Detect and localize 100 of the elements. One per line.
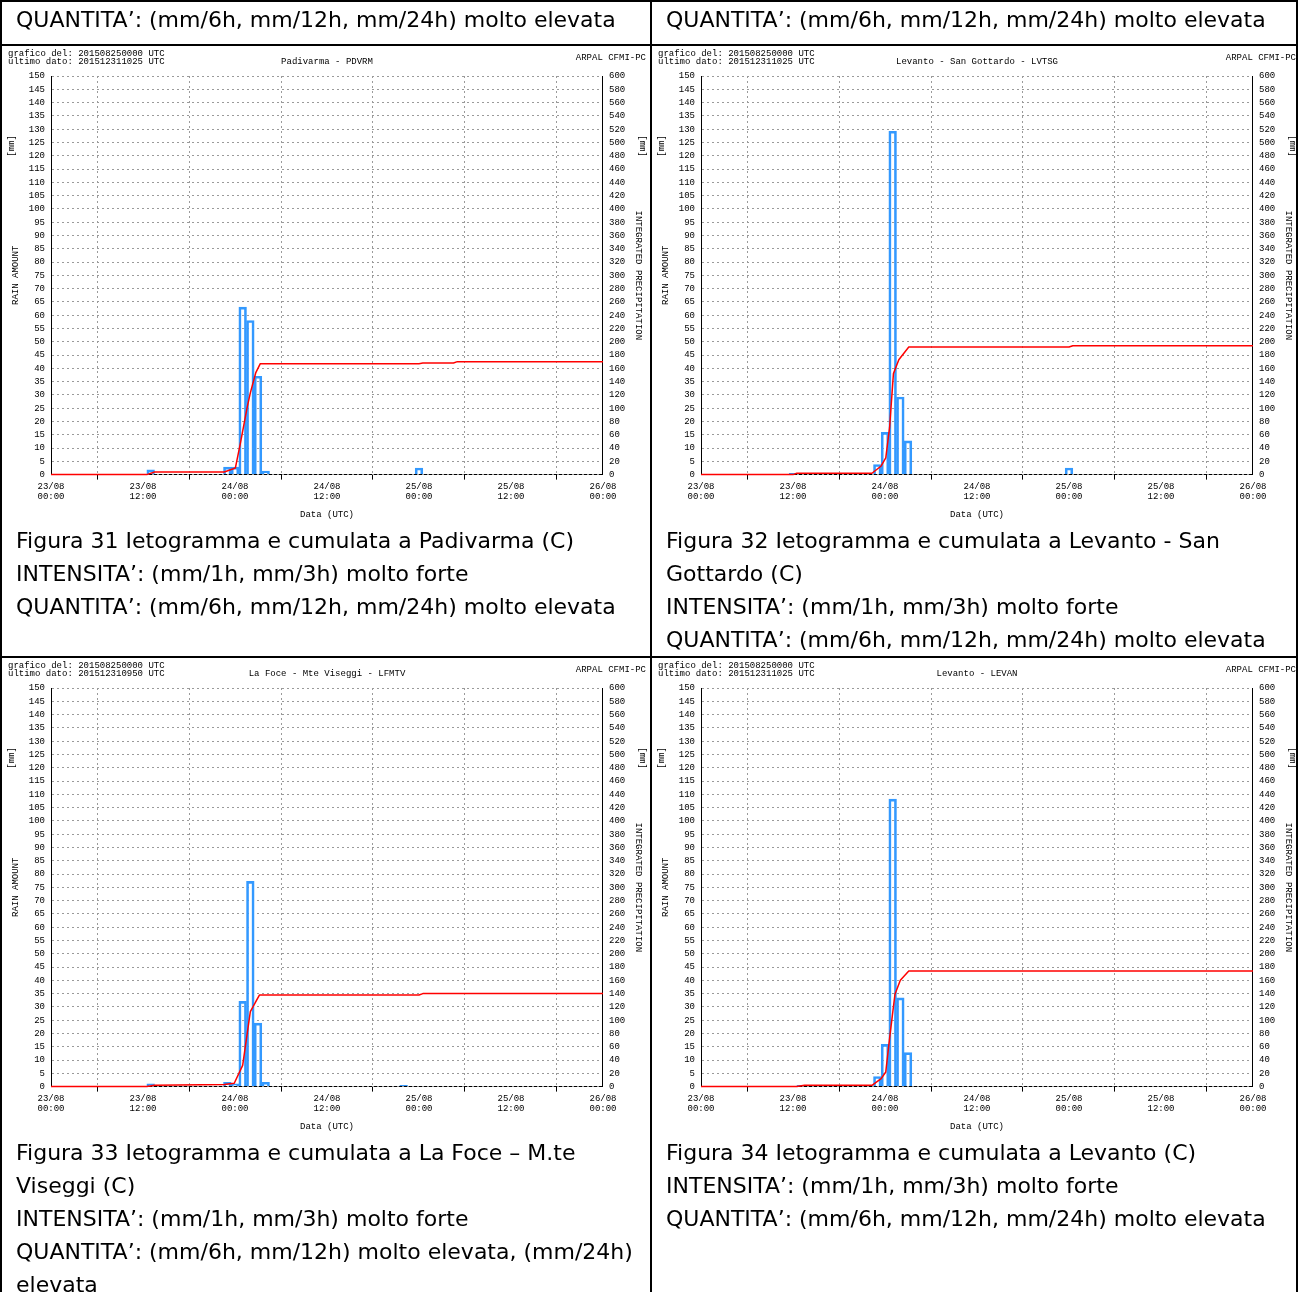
y2-tick-label: 140 <box>609 988 626 999</box>
y2-tick-label: 540 <box>1259 723 1276 734</box>
y2-tick-label: 400 <box>609 816 626 827</box>
y2-tick-label: 120 <box>609 1002 626 1013</box>
x-tick-label: 24/08 12:00 <box>963 482 991 503</box>
x-tick-label: 23/08 12:00 <box>129 482 157 503</box>
y2-tick-label: 540 <box>609 723 626 734</box>
y-tick-label: 60 <box>684 310 695 321</box>
y-tick-label: 60 <box>684 922 695 933</box>
y-tick-label: 150 <box>28 71 45 82</box>
y-tick-label: 105 <box>678 190 695 201</box>
y2-tick-label: 300 <box>1259 882 1276 893</box>
y-tick-label: 35 <box>34 988 45 999</box>
chart-title: Levanto - LEVAN <box>936 669 1018 679</box>
y-tick-label: 20 <box>684 1028 695 1039</box>
x-tick-label: 25/08 12:00 <box>1147 1094 1175 1115</box>
y-tick-label: 140 <box>28 97 45 108</box>
y-tick-label: 25 <box>684 403 695 414</box>
y-tick-label: 10 <box>34 1055 45 1066</box>
y-tick-label: 80 <box>34 257 45 268</box>
x-axis-title: Data (UTC) <box>299 1121 355 1132</box>
y2-tick-label: 420 <box>609 190 626 201</box>
x-tick-label: 25/08 12:00 <box>497 1094 525 1115</box>
y2-tick-label: 120 <box>1259 1002 1276 1013</box>
y-tick-label: 25 <box>34 403 45 414</box>
y2-tick-label: 480 <box>1259 763 1276 774</box>
y2-tick-label: 60 <box>609 1042 620 1053</box>
y2-tick-label: 340 <box>1259 856 1276 867</box>
y2-tick-label: 520 <box>609 736 626 747</box>
y2-tick-label: 540 <box>1259 111 1276 122</box>
y2-tick-label: 560 <box>609 97 626 108</box>
y2-tick-label: 580 <box>609 84 626 95</box>
y-tick-label: 90 <box>684 842 695 853</box>
text: Figura 31 Ietogramma e cumulata a Padivarma (C) <box>16 527 576 555</box>
y2-tick-label: 0 <box>609 469 615 480</box>
y2-tick-label: 0 <box>609 1081 615 1092</box>
y-tick-label: 50 <box>684 337 695 348</box>
y2-tick-label: 0 <box>1259 1081 1265 1092</box>
y-tick-label: 0 <box>689 469 695 480</box>
y-tick-label: 0 <box>39 469 45 480</box>
y2-tick-label: 80 <box>1259 1028 1270 1039</box>
y-tick-label: 125 <box>28 749 45 760</box>
x-tick-label: 24/08 12:00 <box>313 1094 341 1115</box>
y2-tick-label: 180 <box>609 350 626 361</box>
x-tick-label: 23/08 00:00 <box>687 1094 715 1115</box>
y2-tick-label: 300 <box>609 270 626 281</box>
x-tick-label: 24/08 00:00 <box>871 482 899 503</box>
y-tick-label: 65 <box>34 297 45 308</box>
y2-tick-label: 300 <box>609 882 626 893</box>
y-tick-label: 80 <box>684 257 695 268</box>
y-tick-label: 15 <box>684 1042 695 1053</box>
y-tick-label: 130 <box>678 736 695 747</box>
y2-tick-label: 440 <box>609 789 626 800</box>
x-tick-label: 23/08 00:00 <box>37 1094 65 1115</box>
y2-tick-label: 340 <box>609 244 626 255</box>
y-tick-label: 65 <box>684 297 695 308</box>
y2-tick-label: 480 <box>1259 151 1276 162</box>
y2-tick-label: 340 <box>609 856 626 867</box>
y-tick-label: 55 <box>684 935 695 946</box>
y2-tick-label: 480 <box>609 151 626 162</box>
y2-tick-label: 60 <box>1259 430 1270 441</box>
y-tick-label: 45 <box>684 962 695 973</box>
y2-tick-label: 460 <box>1259 164 1276 175</box>
y2-tick-label: 40 <box>609 1055 620 1066</box>
y-tick-label: 100 <box>678 204 695 215</box>
y-tick-label: 120 <box>28 763 45 774</box>
y2-tick-label: 200 <box>609 949 626 960</box>
y-tick-label: 45 <box>34 350 45 361</box>
x-tick-label: 26/08 00:00 <box>1239 1094 1267 1115</box>
y2-axis-title: INTEGRATED PRECIPITATION <box>1283 822 1294 953</box>
y2-tick-label: 260 <box>609 297 626 308</box>
x-tick-label: 24/08 00:00 <box>221 1094 249 1115</box>
y-axis-title: RAIN AMOUNT <box>660 245 671 306</box>
x-tick-label: 23/08 12:00 <box>779 1094 807 1115</box>
y-tick-label: 125 <box>28 137 45 148</box>
y-tick-label: 20 <box>34 1028 45 1039</box>
text: INTENSITA’: (mm/1h, mm/3h) molto forte <box>16 560 470 588</box>
y2-tick-label: 440 <box>609 177 626 188</box>
text: INTENSITA’: (mm/1h, mm/3h) molto forte <box>16 1205 470 1233</box>
y-tick-label: 150 <box>28 683 45 694</box>
y-tick-label: 5 <box>689 456 695 467</box>
y-tick-label: 85 <box>684 244 695 255</box>
y2-tick-label: 160 <box>1259 975 1276 986</box>
text: [mm] <box>7 135 17 157</box>
y-tick-label: 65 <box>34 909 45 920</box>
y2-tick-label: 40 <box>1259 443 1270 454</box>
y-tick-label: 75 <box>684 882 695 893</box>
y-tick-label: 10 <box>34 443 45 454</box>
y-tick-label: 150 <box>678 71 695 82</box>
y2-tick-label: 240 <box>609 310 626 321</box>
text: [mm] <box>657 747 667 769</box>
y2-tick-label: 520 <box>609 124 626 135</box>
y2-tick-label: 100 <box>609 1015 626 1026</box>
y-tick-label: 135 <box>28 111 45 122</box>
y-tick-label: 5 <box>39 456 45 467</box>
y-tick-label: 90 <box>34 842 45 853</box>
y-tick-label: 70 <box>34 895 45 906</box>
y-tick-label: 95 <box>34 217 45 228</box>
y2-tick-label: 360 <box>609 842 626 853</box>
x-tick-label: 26/08 00:00 <box>589 1094 617 1115</box>
